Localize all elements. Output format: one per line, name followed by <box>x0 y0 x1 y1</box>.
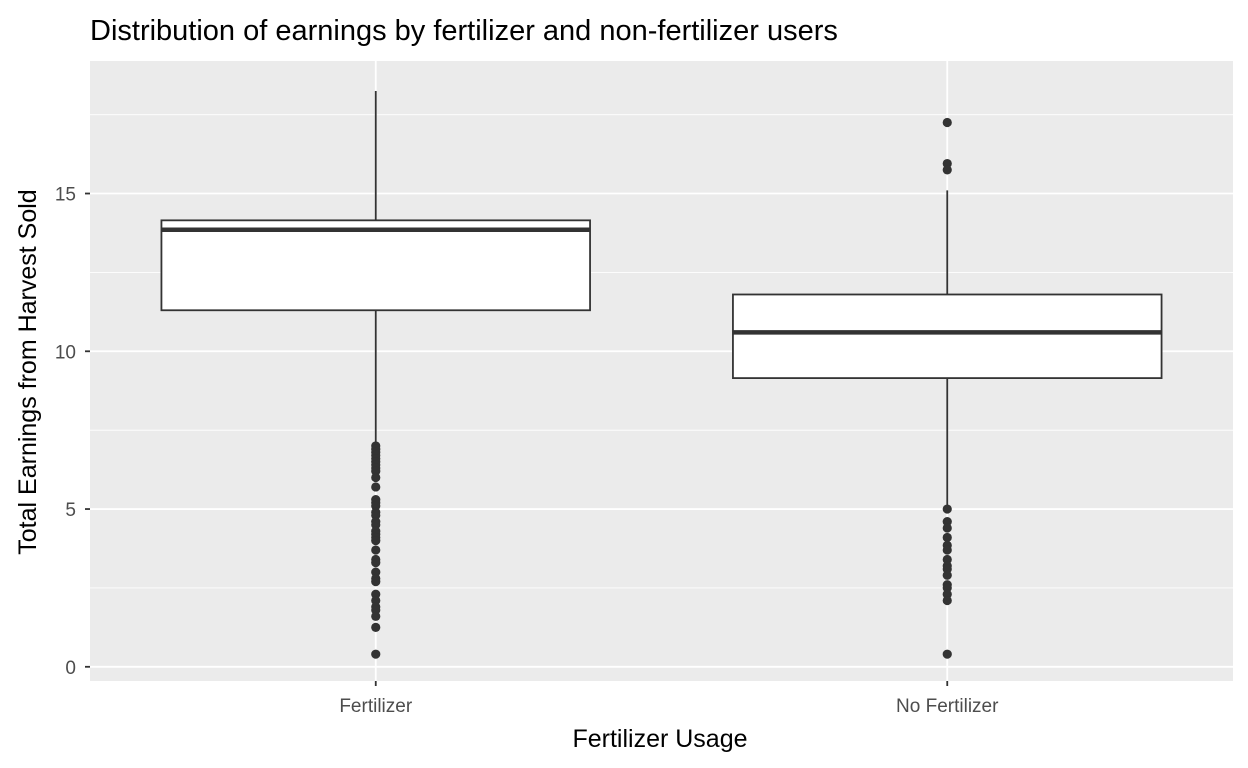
outlier-point <box>942 583 952 593</box>
outlier-point <box>942 545 952 555</box>
box-no-fertilizer <box>732 117 1163 659</box>
outlier-point <box>942 517 952 527</box>
outlier-point <box>371 589 381 599</box>
outlier-point <box>371 649 381 659</box>
y-tick-label: 0 <box>65 658 76 679</box>
x-axis: Fertilizer No Fertilizer <box>339 681 999 717</box>
box-fertilizer <box>160 90 591 659</box>
box-layer <box>160 90 1163 659</box>
outlier-point <box>371 466 381 476</box>
outlier-point <box>371 622 381 632</box>
outlier-point <box>371 472 381 483</box>
outlier-point <box>942 595 952 606</box>
outlier-point <box>942 504 952 514</box>
outlier-point <box>371 605 381 615</box>
y-tick-label: 5 <box>65 500 76 521</box>
outlier-point <box>371 545 381 555</box>
outlier-point <box>371 611 381 621</box>
outlier-point <box>942 554 952 565</box>
outlier-point <box>942 570 952 580</box>
y-tick-label: 15 <box>55 185 76 206</box>
outlier-point <box>371 482 381 492</box>
outlier-point <box>942 589 952 599</box>
outlier-point <box>942 564 952 574</box>
outlier-point <box>371 577 381 587</box>
box-iqr <box>160 219 591 312</box>
outlier-point <box>942 532 952 543</box>
outlier-point <box>371 501 381 511</box>
box-iqr <box>732 293 1163 379</box>
x-tick-label: No Fertilizer <box>896 696 999 717</box>
outlier-point <box>942 165 952 175</box>
y-axis-title: Total Earnings from Harvest Sold <box>14 189 42 554</box>
outlier-point <box>371 510 381 520</box>
outlier-point <box>371 558 381 568</box>
outlier-point <box>942 117 952 128</box>
outlier-point <box>371 595 381 606</box>
outlier-point <box>942 158 952 169</box>
outlier-point <box>942 523 952 533</box>
outlier-point <box>371 520 381 530</box>
x-tick-label: Fertilizer <box>339 696 413 717</box>
outlier-point <box>942 649 952 659</box>
y-tick-label: 10 <box>55 342 76 363</box>
outlier-point <box>371 567 381 577</box>
chart-title: Distribution of earnings by fertilizer a… <box>90 15 838 47</box>
y-axis: 0 5 10 15 <box>55 185 90 679</box>
x-axis-title: Fertilizer Usage <box>572 725 747 753</box>
outlier-point <box>371 535 381 546</box>
